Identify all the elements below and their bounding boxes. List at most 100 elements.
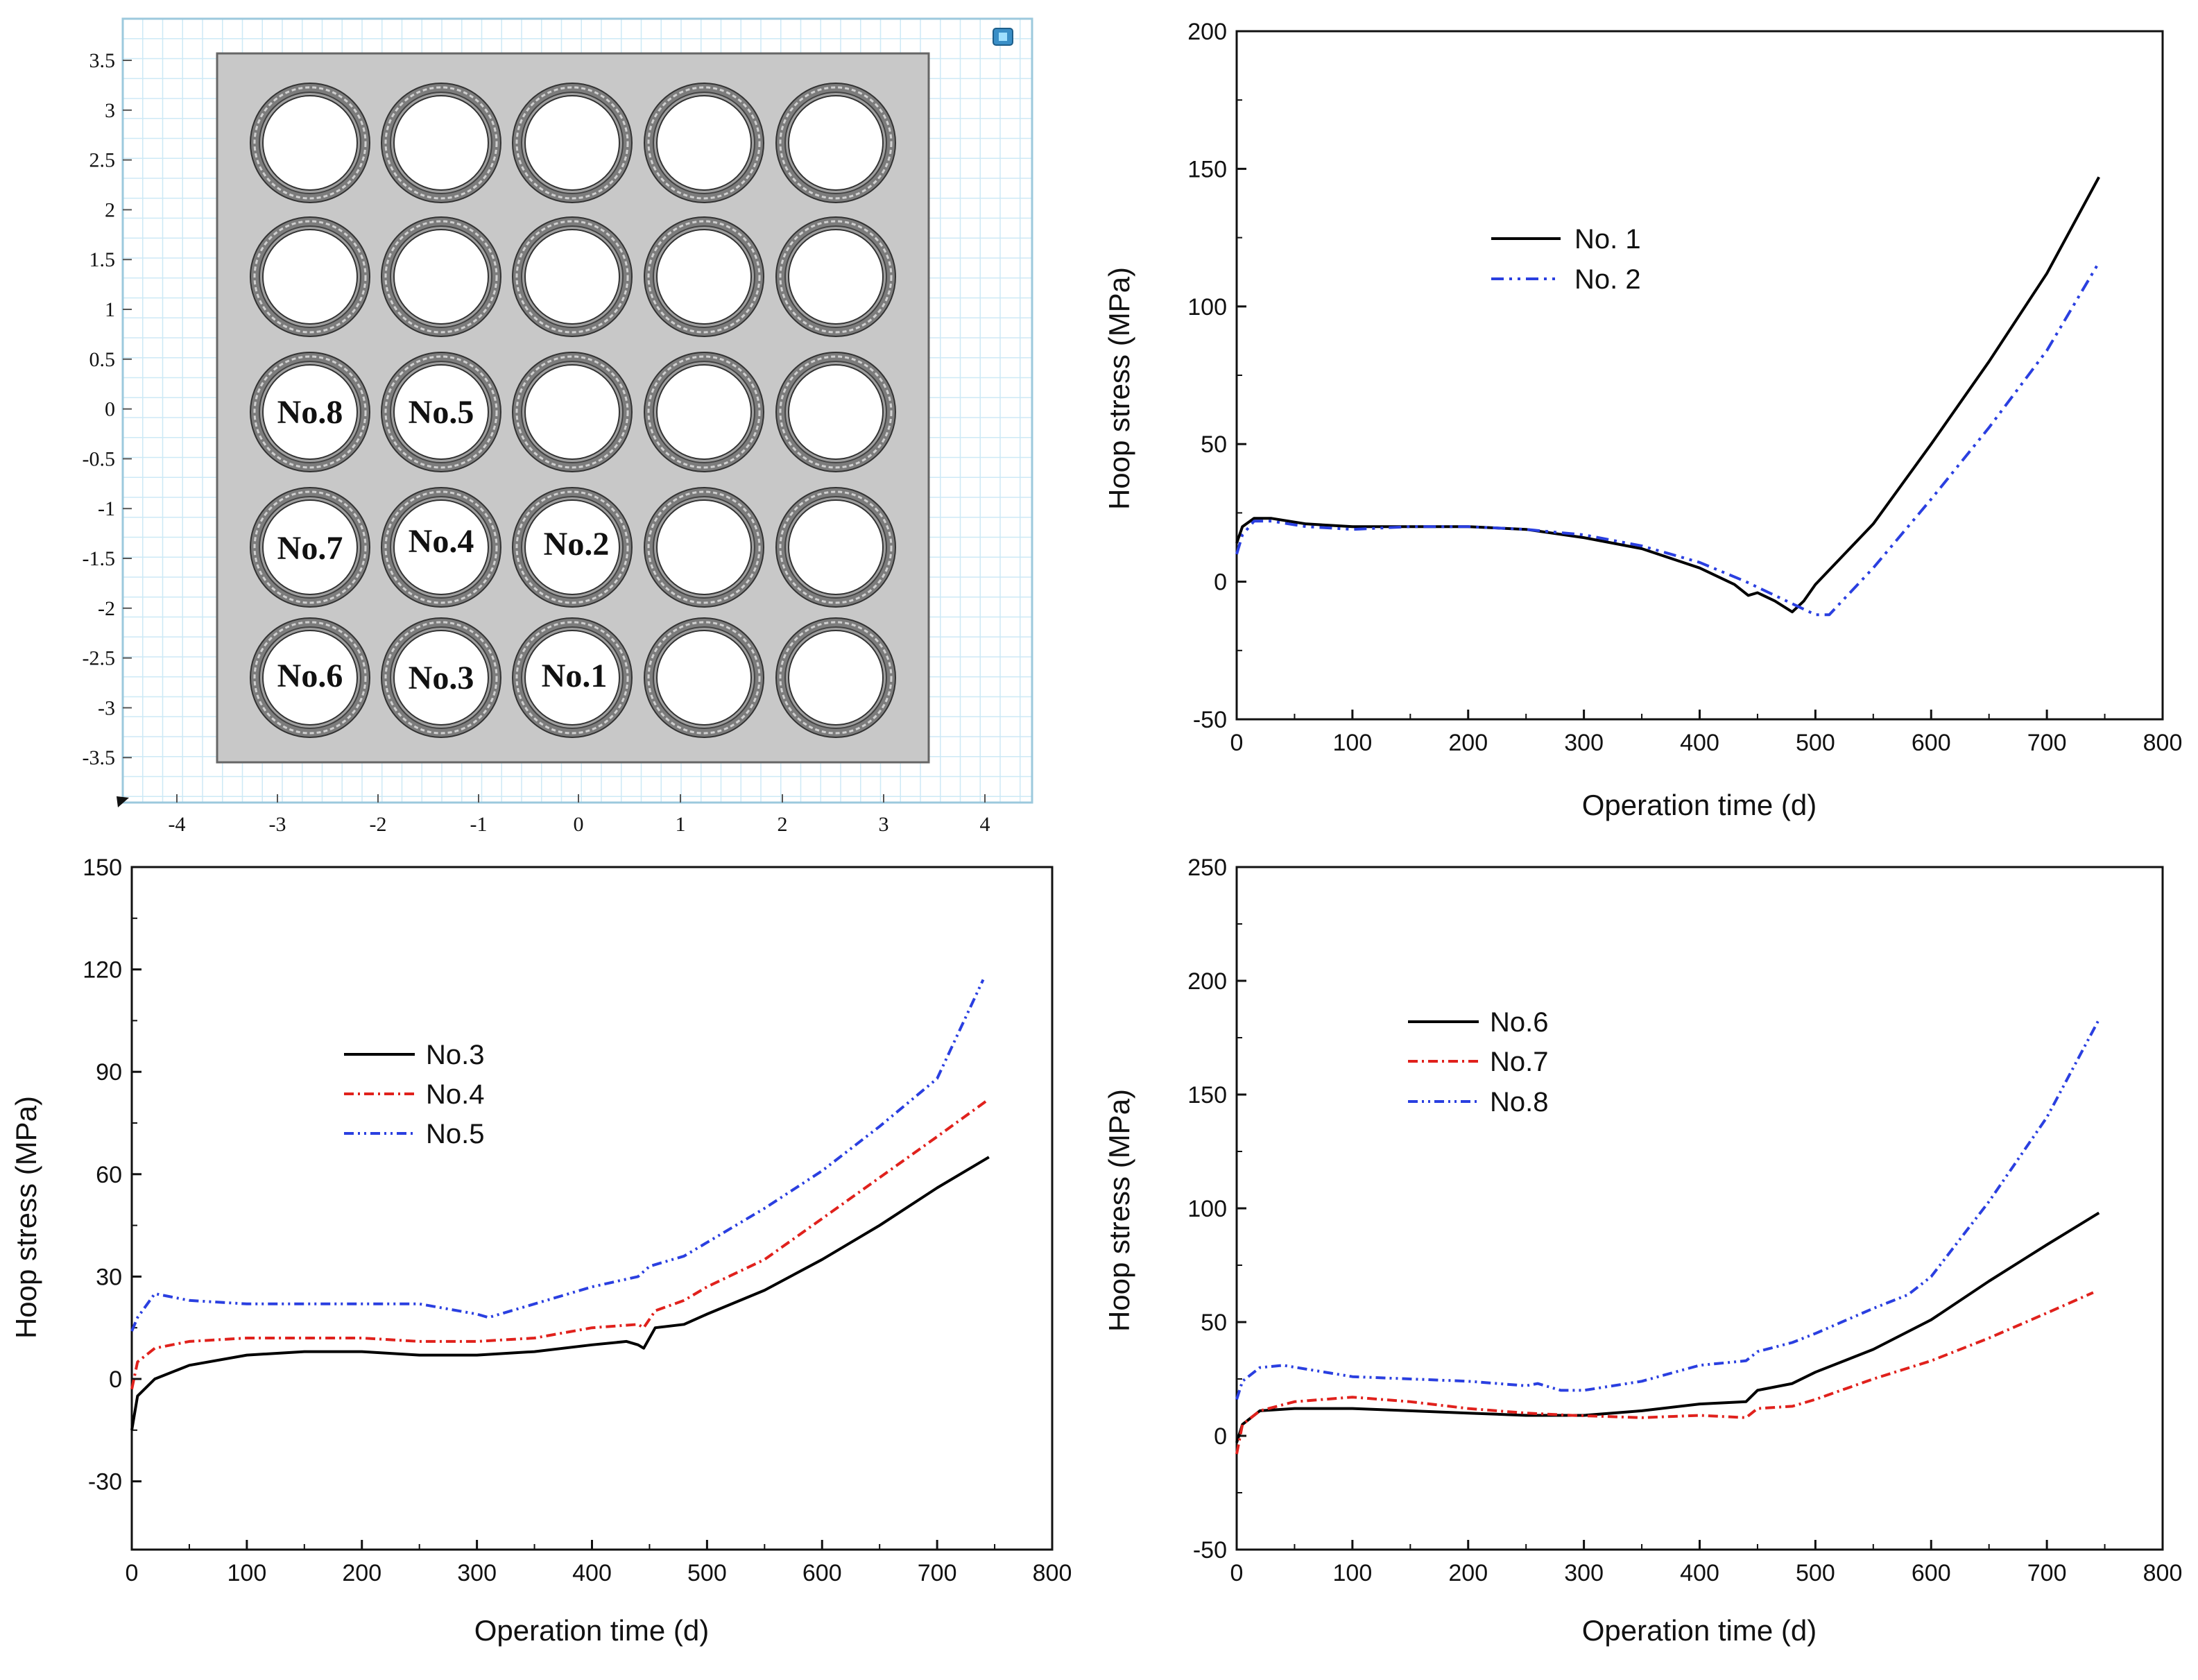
label-no1: No.1 (542, 658, 608, 694)
chart2-series-no4 (130, 1097, 990, 1390)
fuel-channel (250, 352, 370, 472)
chart1-x-tick-label: 500 (1796, 730, 1835, 756)
chart2-x-title: Operation time (d) (474, 1614, 709, 1647)
chart3-legend-no8: No.8 (1490, 1087, 1549, 1117)
chart3-y-tick-label: -50 (1193, 1537, 1227, 1563)
label-no8: No.8 (277, 394, 343, 431)
fuel-channel (644, 352, 764, 472)
geo-y-tick-label: 2.5 (89, 149, 116, 172)
chart1-y-tick-label: 150 (1187, 156, 1227, 182)
chart3-y-title: Hoop stress (MPa) (1103, 1089, 1135, 1332)
geo-x-tick-label: 1 (676, 813, 686, 836)
chart1-legend: No. 1 No. 2 (1491, 224, 1641, 295)
geo-y-tick-label: -3.5 (83, 746, 116, 769)
chart1-x-tick-label: 800 (2143, 730, 2183, 756)
chart3-legend: No.6 No.7 No.8 (1408, 1007, 1549, 1117)
fuel-channel (381, 83, 501, 203)
chart1-y-tick-label: 200 (1187, 19, 1227, 45)
geo-x-tick-label: -3 (269, 813, 286, 836)
chart1-y-title: Hoop stress (MPa) (1103, 267, 1135, 510)
chart2-x-tick-label: 800 (1033, 1560, 1072, 1586)
chart3-legend-no7: No.7 (1490, 1047, 1549, 1077)
geo-y-tick-label: 1.5 (89, 248, 116, 271)
fuel-channel (775, 487, 896, 608)
chart3-x-tick-label: 700 (2027, 1560, 2067, 1586)
fuel-channel-grid (250, 83, 896, 738)
fuel-channel (775, 83, 896, 203)
label-no4: No.4 (409, 523, 474, 560)
chart3-x-tick-label: 300 (1564, 1560, 1604, 1586)
geo-y-tick-label: 0.5 (89, 348, 116, 371)
chart1-x-tick-label: 0 (1230, 730, 1244, 756)
geo-x-tick-label: 3 (879, 813, 889, 836)
chart1-x-tick-label: 400 (1680, 730, 1719, 756)
fuel-channel (775, 352, 896, 472)
chart2-series-no5 (130, 979, 985, 1332)
chart2-legend-no5: No.5 (426, 1119, 485, 1149)
geo-x-tick-label: -4 (169, 813, 186, 836)
geo-y-tick-label: 0 (105, 398, 115, 421)
chart2-x-tick-label: 600 (802, 1560, 842, 1586)
fuel-channel (381, 352, 501, 472)
fuel-channel (250, 487, 370, 608)
geo-y-tick-label: 3 (105, 99, 115, 122)
chart1-x-tick-label: 600 (1912, 730, 1951, 756)
chart1-x-title: Operation time (d) (1582, 789, 1817, 821)
chart2-x-tick-label: 100 (227, 1560, 267, 1586)
fuel-channel (512, 617, 633, 738)
chart2-ticks: 0 100 200 300 400 500 600 700 800 -30 0 30 60 90 120 15… (83, 855, 1072, 1586)
geo-y-tick-label: -2.5 (83, 647, 116, 670)
chart3-series (1235, 1018, 2100, 1455)
chart1-series-no1 (1235, 176, 2100, 614)
chart-no1-no2: 0 100 200 300 400 500 600 700 800-50050100150200… (1103, 19, 2182, 821)
geo-x-tick-label: 4 (980, 813, 990, 836)
geo-x-tick-label: 0 (574, 813, 584, 836)
fuel-channel (381, 216, 501, 337)
geo-x-tick-label: 2 (778, 813, 788, 836)
chart3-y-tick-label: 150 (1187, 1082, 1227, 1108)
chart-no3-no5: 0 100 200 300 400 500 600 700 800 -30 0 30 60 90 120 15… (10, 855, 1072, 1647)
chart3-x-title: Operation time (d) (1582, 1614, 1817, 1647)
chart2-series (130, 979, 990, 1431)
fuel-channel (512, 83, 633, 203)
chart2-x-tick-label: 300 (457, 1560, 497, 1586)
geo-y-tick-label: 1 (105, 298, 115, 321)
geometry-panel: -4 -3 -2 -1 0 1 2 3 4 3.5 3 2.5 2 1.5 1 0.5 0 -0.5 -1 -1.5… (83, 17, 1033, 836)
chart1-y-tick-label: 0 (1214, 569, 1227, 596)
chart3-x-tick-label: 600 (1912, 1560, 1951, 1586)
geometry-frame (121, 17, 1033, 804)
chart2-y-tick-label: 120 (83, 957, 122, 984)
chart1-legend-no1: No. 1 (1574, 224, 1641, 255)
geo-y-tick-label: -3 (98, 696, 115, 719)
chart2-y-tick-label: 60 (96, 1162, 122, 1188)
geo-y-tick-label: -1.5 (83, 547, 116, 570)
fuel-channel (644, 83, 764, 203)
fuel-channel (644, 487, 764, 608)
origin-marker (117, 796, 129, 807)
geometry-y-ticks: 3.5 3 2.5 2 1.5 1 0.5 0 -0.5 -1 -1.5 -2 -2.5 -3 -3.5 (83, 49, 132, 769)
chart2-y-tick-label: 150 (83, 855, 122, 881)
chart3-x-tick-label: 800 (2143, 1560, 2183, 1586)
label-no6: No.6 (277, 658, 343, 694)
chart3-y-tick-label: 50 (1201, 1310, 1227, 1336)
chart3-y-tick-label: 250 (1187, 855, 1227, 881)
chart1-x-tick-label: 300 (1564, 730, 1604, 756)
geo-y-tick-label: 2 (105, 198, 115, 221)
chart1-y-tick-label: -50 (1193, 707, 1227, 733)
geo-y-tick-label: -0.5 (83, 447, 116, 470)
chart3-series-no6 (1235, 1211, 2100, 1443)
fuel-channel (250, 617, 370, 738)
chart3-series-no7 (1235, 1291, 2094, 1455)
chart1-x-tick-label: 100 (1333, 730, 1373, 756)
chart2-x-tick-label: 700 (918, 1560, 957, 1586)
chart2-legend-no3: No.3 (426, 1040, 485, 1070)
chart2-plot-area (130, 866, 1054, 1551)
chart-no6-no8: 0 100 200 300 400 500 600 700 800-50050100150200… (1103, 855, 2182, 1647)
chart2-x-tick-label: 0 (126, 1560, 139, 1586)
chart1-x-tick-label: 200 (1448, 730, 1488, 756)
chart2-y-tick-label: 0 (109, 1366, 122, 1393)
chart2-legend: No.3 No.4 No.5 (344, 1040, 485, 1149)
view-cube-icon[interactable] (993, 28, 1013, 46)
geo-y-tick-label: 3.5 (89, 49, 116, 72)
geo-x-tick-label: -1 (470, 813, 488, 836)
